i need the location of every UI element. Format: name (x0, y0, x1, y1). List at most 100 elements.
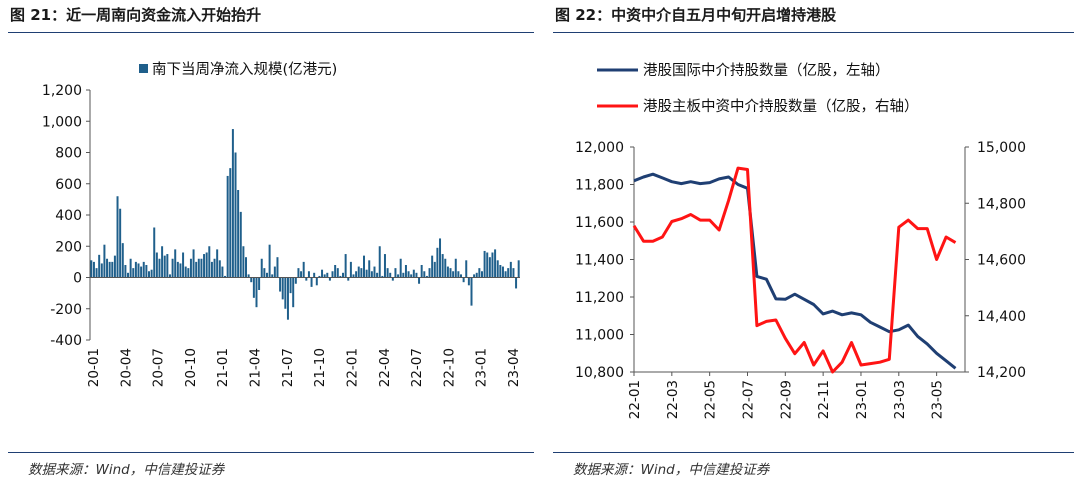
figure-21-bar-chart: 南下当周净流入规模(亿港元) 1,200 1,000 800 600 400 200 0 -20… (42, 61, 522, 387)
bar (334, 265, 337, 278)
bar (307, 271, 310, 278)
bar (444, 258, 447, 278)
bar (158, 258, 161, 278)
bar (284, 277, 287, 309)
bar (213, 258, 216, 278)
x-tick-label: 23-04 (506, 348, 522, 387)
x-tick-label: 22-09 (778, 380, 794, 419)
bar (184, 266, 187, 278)
figure-21-source-rule (8, 452, 534, 453)
bar (226, 175, 229, 278)
x-tick-label: 21-04 (248, 348, 264, 387)
bar (378, 246, 381, 278)
bar (349, 261, 352, 278)
bar (205, 252, 208, 278)
bar (245, 257, 247, 278)
bar (231, 129, 234, 278)
figure-22-title: 图 22：中资中介自五月中旬开启增持港股 (555, 6, 837, 24)
bar (449, 268, 452, 278)
bar (439, 238, 442, 278)
bar (200, 258, 203, 278)
x-tick-label: 23-03 (892, 380, 908, 419)
bar (418, 277, 421, 284)
x-tick-label: 22-01 (627, 380, 643, 419)
bar (224, 275, 227, 278)
bar (452, 271, 455, 278)
bar (174, 249, 177, 278)
bar (402, 272, 405, 278)
bar (137, 263, 140, 278)
bar (98, 254, 101, 278)
bar (106, 258, 109, 278)
bar (339, 275, 342, 278)
x-tick-label: 20-04 (118, 348, 134, 387)
bar (92, 261, 95, 278)
bar (192, 249, 195, 278)
bar (189, 258, 192, 278)
bar (431, 255, 434, 278)
bar (488, 257, 491, 278)
bar (315, 277, 318, 286)
bar (237, 190, 240, 278)
bar (203, 254, 206, 278)
x-tick-label: 21-10 (312, 348, 328, 387)
bar (302, 261, 305, 278)
bar (124, 265, 127, 278)
y-left-tick-label: 11,800 (575, 178, 624, 194)
bar (326, 272, 329, 278)
bar (176, 261, 179, 278)
bar (286, 277, 289, 320)
bar (260, 258, 263, 278)
bar (446, 266, 449, 278)
bar (294, 277, 297, 284)
bar (323, 274, 326, 278)
bar (297, 268, 300, 278)
bar (428, 268, 431, 278)
bar (171, 258, 174, 278)
bar (255, 277, 258, 308)
bar (318, 275, 321, 278)
bar (433, 261, 436, 278)
y-tick-label: 200 (55, 239, 82, 255)
x-tick-label: 21-07 (280, 348, 296, 387)
bar (90, 260, 93, 278)
bar (195, 261, 198, 278)
bar (140, 266, 143, 278)
bar (216, 249, 219, 278)
bar (197, 258, 200, 278)
x-tick-label: 22-05 (703, 380, 719, 419)
bar (119, 208, 122, 278)
y-left-tick-label: 11,600 (575, 215, 624, 231)
bar (132, 268, 135, 278)
bar (415, 272, 418, 278)
bar (210, 261, 213, 278)
bar (145, 265, 148, 278)
bar (155, 252, 158, 278)
bar (436, 247, 439, 278)
x-tick-label: 21-01 (215, 348, 231, 387)
x-tick-label: 23-01 (474, 348, 490, 387)
bar (386, 268, 389, 278)
bar (239, 211, 242, 278)
bar (423, 271, 426, 278)
bar (134, 261, 137, 278)
y-tick-label: -400 (50, 333, 82, 349)
bar (509, 261, 512, 278)
series-line-cn-broker (632, 166, 957, 374)
bar (276, 257, 279, 278)
bar (368, 260, 371, 278)
bar (148, 271, 150, 278)
bar (412, 269, 415, 278)
bar (300, 271, 303, 278)
bar (478, 268, 481, 278)
bar (486, 252, 489, 278)
legend-label-southbound-flow: 南下当周净流入规模(亿港元) (152, 61, 337, 78)
x-tick-label: 22-01 (344, 348, 360, 387)
y-left-tick-label: 11,200 (575, 290, 624, 306)
figure-22-line-chart: 港股国际中介持股数量（亿股，左轴） 港股主板中资中介持股数量（亿股，右轴） 12,0… (575, 62, 1026, 419)
bar (336, 268, 339, 278)
bar (221, 266, 224, 278)
y-tick-label: 1,000 (42, 114, 82, 130)
bar (250, 277, 253, 283)
bar (168, 274, 171, 278)
